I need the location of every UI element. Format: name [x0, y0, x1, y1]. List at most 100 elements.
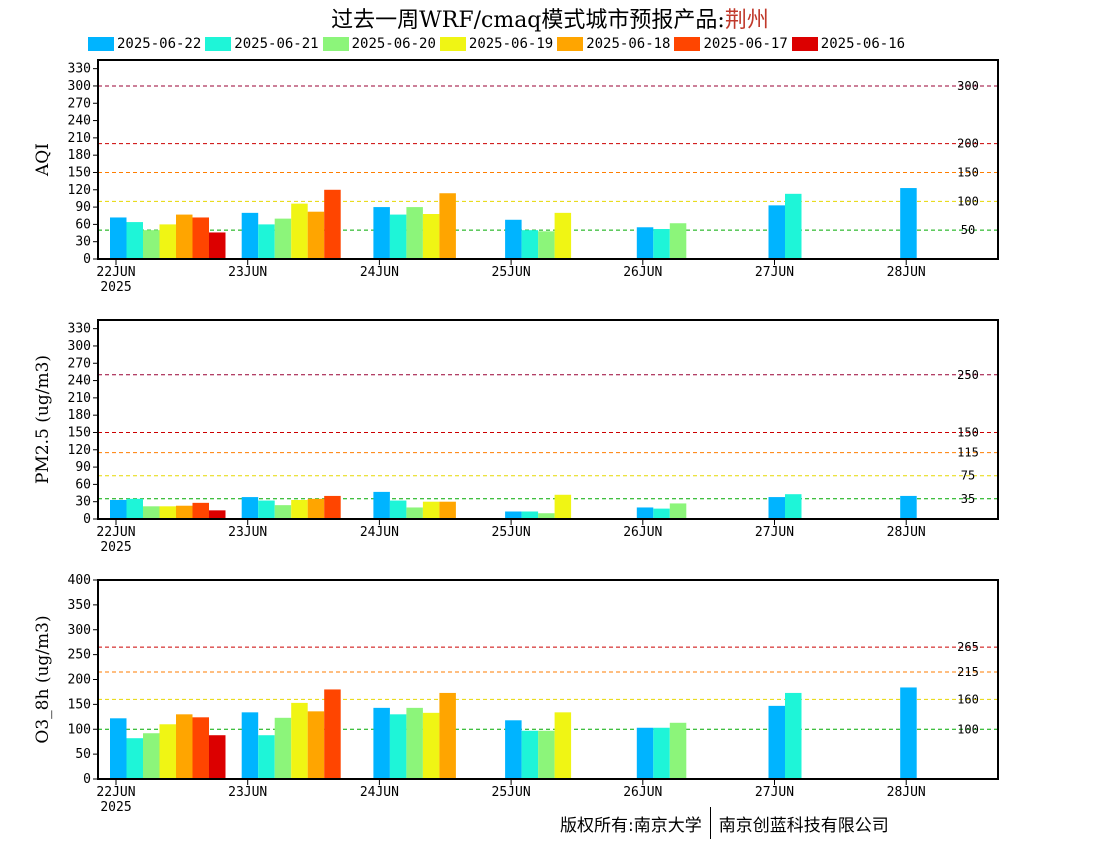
bar — [274, 717, 292, 779]
y-tick-label: 180 — [68, 408, 91, 423]
footer-copyright: 版权所有:南京大学 — [560, 815, 702, 836]
bar — [176, 714, 193, 779]
x-tick-label: 27JUN — [755, 265, 794, 280]
bar — [785, 494, 802, 519]
bar — [900, 687, 917, 779]
bar — [653, 508, 670, 519]
bar — [636, 727, 654, 779]
bar — [422, 214, 440, 259]
bar — [258, 224, 275, 259]
y-tick-label: 100 — [68, 722, 91, 737]
y-tick-label: 180 — [68, 148, 91, 163]
y-axis-label: O3_8h (ug/m3) — [33, 615, 53, 743]
y-tick-label: 240 — [68, 114, 91, 129]
plot-frame — [97, 319, 999, 520]
bar — [669, 722, 687, 779]
bar — [324, 689, 341, 779]
bar — [176, 214, 193, 259]
bar — [406, 207, 423, 259]
bar — [505, 219, 522, 259]
legend-label: 2025-06-20 — [351, 36, 436, 52]
x-tick-label: 24JUN — [360, 525, 399, 540]
y-tick-label: 270 — [68, 96, 91, 111]
legend-swatch — [322, 37, 349, 51]
x-tick-label: 23JUN — [228, 785, 267, 800]
x-tick-label: 27JUN — [755, 785, 794, 800]
x-tick-label: 28JUN — [887, 265, 926, 280]
legend-item: 2025-06-22 — [88, 34, 201, 54]
bar — [505, 511, 522, 519]
x-tick-label: 24JUN — [360, 265, 399, 280]
y-axis-label: PM2.5 (ug/m3) — [33, 355, 53, 484]
y-tick-label: 330 — [68, 322, 91, 337]
bar — [324, 495, 341, 519]
y-tick-label: 300 — [68, 623, 91, 638]
bar — [291, 499, 308, 519]
bar — [258, 500, 275, 519]
bar — [159, 724, 176, 779]
x-tick-label: 25JUN — [492, 785, 531, 800]
y-tick-label: 90 — [75, 460, 91, 475]
bar — [521, 511, 539, 519]
bar — [192, 717, 209, 779]
bar — [373, 707, 390, 779]
bar — [538, 513, 555, 519]
bar — [669, 503, 687, 519]
bar — [143, 230, 160, 259]
x-tick-label: 26JUN — [623, 265, 662, 280]
legend-swatch — [557, 37, 584, 51]
bar — [768, 205, 785, 259]
bar — [554, 712, 572, 779]
y-tick-label: 0 — [83, 772, 91, 787]
threshold-label: 150 — [957, 425, 979, 439]
y-tick-label: 400 — [68, 573, 91, 588]
threshold-label: 250 — [957, 368, 979, 382]
x-tick-label: 22JUN — [96, 265, 135, 280]
x-tick-label: 24JUN — [360, 785, 399, 800]
x-tick-label: 26JUN — [623, 785, 662, 800]
x-tick-label: 22JUN — [96, 525, 135, 540]
chart-title: 过去一周WRF/cmaq模式城市预报产品:荆州 — [0, 2, 1100, 34]
y-tick-label: 210 — [68, 391, 91, 406]
bar — [406, 707, 423, 779]
bar — [439, 501, 456, 519]
bar — [521, 230, 539, 259]
bar — [785, 193, 802, 259]
bar — [143, 733, 160, 779]
y-tick-label: 120 — [68, 443, 91, 458]
bar — [554, 494, 572, 519]
bar — [636, 227, 654, 259]
threshold-label: 100 — [957, 194, 979, 208]
bar — [258, 735, 275, 779]
x-year-label: 2025 — [100, 540, 131, 555]
bar — [274, 505, 292, 519]
legend: 2025-06-22 2025-06-21 2025-06-20 2025-06-19… — [88, 34, 909, 54]
bar — [159, 224, 176, 259]
y-tick-label: 250 — [68, 648, 91, 663]
bar — [389, 500, 407, 519]
bar — [291, 702, 308, 779]
y-tick-label: 120 — [68, 183, 91, 198]
bar — [209, 735, 226, 779]
bar — [110, 718, 127, 779]
threshold-label: 160 — [957, 692, 979, 706]
legend-item: 2025-06-18 — [557, 34, 670, 54]
threshold-label: 200 — [957, 137, 979, 151]
y-tick-label: 0 — [83, 512, 91, 527]
footer-company: 南京创蓝科技有限公司 — [718, 815, 889, 836]
bar — [373, 207, 390, 259]
legend-swatch — [88, 37, 114, 51]
footer-separator — [709, 807, 711, 839]
y-tick-label: 150 — [68, 697, 91, 712]
legend-swatch — [674, 37, 701, 51]
threshold-label: 215 — [957, 665, 979, 679]
bar — [785, 692, 802, 779]
title-city: 荆州 — [724, 8, 769, 33]
threshold-label: 115 — [957, 446, 979, 460]
legend-item: 2025-06-19 — [439, 34, 553, 54]
y-tick-label: 300 — [68, 79, 91, 94]
legend-swatch — [205, 37, 232, 51]
bar — [900, 188, 917, 259]
x-tick-label: 26JUN — [623, 525, 662, 540]
